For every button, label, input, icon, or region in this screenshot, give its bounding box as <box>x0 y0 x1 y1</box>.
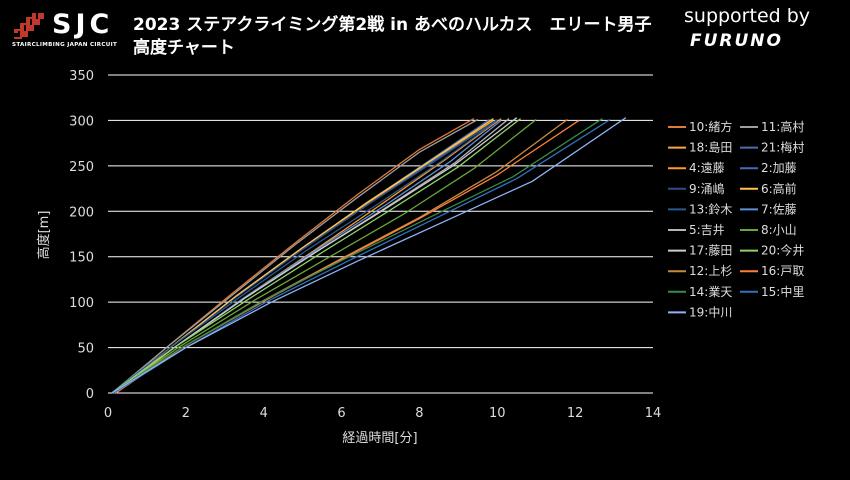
legend-item: 8:小山 <box>740 223 797 237</box>
y-tick-label: 0 <box>86 387 94 402</box>
legend-item: 12:上杉 <box>668 264 732 278</box>
legend-label: 7:佐藤 <box>761 202 797 216</box>
legend-item: 9:涌嶋 <box>668 182 725 196</box>
series-lines <box>111 117 627 394</box>
legend-label: 6:高前 <box>761 181 797 196</box>
chart-subtitle: 高度チャート <box>133 38 235 58</box>
series-line <box>111 119 498 394</box>
x-tick-label: 10 <box>489 406 506 421</box>
y-axis-label: 高度[m] <box>36 211 52 260</box>
legend-item: 10:緒方 <box>668 119 732 134</box>
legend-label: 10:緒方 <box>689 119 732 134</box>
legend-item: 16:戸取 <box>740 264 804 278</box>
legend-label: 21:梅村 <box>761 140 804 155</box>
y-tick-label: 250 <box>69 160 94 175</box>
legend-label: 13:鈴木 <box>689 201 732 216</box>
legend-label: 19:中川 <box>689 304 732 319</box>
legend-item: 14:業天 <box>668 285 732 299</box>
y-tick-labels: 0 50 100 150 200 250 300 350 <box>69 69 94 402</box>
legend-label: 15:中里 <box>761 284 804 299</box>
legend-item: 11:高村 <box>740 119 804 134</box>
series-line <box>111 117 627 394</box>
legend-label: 5:吉井 <box>689 223 725 237</box>
legend-label: 18:島田 <box>689 140 732 155</box>
legend-label: 4:遠藤 <box>689 161 725 175</box>
y-tick-label: 300 <box>69 114 94 129</box>
stairs-logo-icon <box>14 13 44 39</box>
grid-lines <box>108 74 653 394</box>
legend-item: 18:島田 <box>668 140 732 155</box>
legend-item: 13:鈴木 <box>668 201 732 216</box>
x-tick-label: 12 <box>567 406 584 421</box>
y-tick-label: 150 <box>69 251 94 266</box>
legend-item: 2:加藤 <box>740 161 797 175</box>
y-tick-label: 50 <box>77 342 94 357</box>
x-tick-label: 0 <box>104 406 112 421</box>
legend-item: 20:今井 <box>740 243 804 258</box>
series-line <box>111 118 521 394</box>
legend-item: 17:藤田 <box>668 244 732 258</box>
x-tick-label: 4 <box>260 406 268 421</box>
legend-item: 19:中川 <box>668 304 732 319</box>
legend: 10:緒方 11:高村 18:島田 21:梅村 4:遠藤 2:加藤 9:涌嶋 6:高前 13:鈴… <box>668 119 804 319</box>
legend-label: 11:高村 <box>761 119 804 134</box>
y-tick-label: 200 <box>69 205 94 220</box>
legend-label: 17:藤田 <box>689 244 732 258</box>
legend-item: 4:遠藤 <box>668 161 725 175</box>
x-tick-label: 6 <box>337 406 345 421</box>
series-line <box>111 118 479 394</box>
chart-title: 2023 ステアクライミング第2戦 in あべのハルカス エリート男子 <box>133 15 652 35</box>
x-tick-label: 8 <box>415 406 423 421</box>
legend-label: 9:涌嶋 <box>689 182 725 196</box>
legend-label: 8:小山 <box>761 223 797 237</box>
legend-label: 16:戸取 <box>761 264 804 278</box>
logo-text: SJC <box>52 9 114 40</box>
legend-item: 5:吉井 <box>668 223 725 237</box>
series-line <box>113 118 537 394</box>
y-tick-label: 350 <box>69 69 94 84</box>
x-tick-label: 14 <box>645 406 662 421</box>
legend-label: 14:業天 <box>689 285 732 299</box>
legend-label: 2:加藤 <box>761 161 797 175</box>
legend-label: 20:今井 <box>761 243 804 258</box>
series-line <box>111 118 603 394</box>
legend-item: 7:佐藤 <box>740 202 797 216</box>
sjc-logo: SJC STAIRCLIMBING JAPAN CIRCUIT <box>10 8 120 52</box>
x-axis-label: 経過時間[分] <box>342 431 417 446</box>
sponsor-label: supported by <box>684 5 811 27</box>
sponsor-brand: FURUNO <box>690 31 783 51</box>
legend-item: 6:高前 <box>740 181 797 196</box>
logo-subtitle: STAIRCLIMBING JAPAN CIRCUIT <box>12 42 118 48</box>
legend-item: 21:梅村 <box>740 140 804 155</box>
legend-item: 15:中里 <box>740 284 804 299</box>
legend-label: 12:上杉 <box>689 264 732 278</box>
x-tick-labels: 0 2 4 6 8 10 12 14 <box>104 406 661 421</box>
x-tick-label: 2 <box>182 406 190 421</box>
y-tick-label: 100 <box>69 296 94 311</box>
